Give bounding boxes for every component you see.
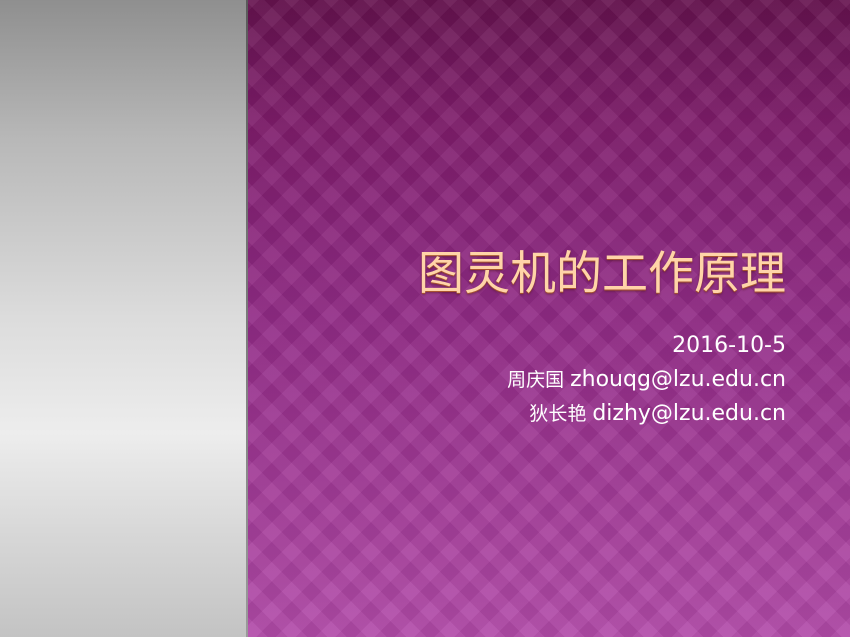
author-name: 狄长艳 (529, 403, 587, 425)
panel-divider (246, 0, 248, 637)
author-line: 周庆国 zhouqg@lzu.edu.cn (507, 363, 786, 397)
author-line: 狄长艳 dizhy@lzu.edu.cn (507, 397, 786, 431)
slide-title: 图灵机的工作原理 (418, 246, 786, 300)
author-email: zhouqg@lzu.edu.cn (570, 367, 786, 392)
presentation-date: 2016-10-5 (672, 333, 786, 358)
slide-meta: 2016-10-5 周庆国 zhouqg@lzu.edu.cn 狄长艳 dizhy@… (507, 329, 786, 431)
author-email: dizhy@lzu.edu.cn (592, 401, 786, 426)
left-gray-panel (0, 0, 246, 637)
author-name: 周庆国 (507, 369, 565, 391)
right-purple-panel (248, 0, 850, 637)
